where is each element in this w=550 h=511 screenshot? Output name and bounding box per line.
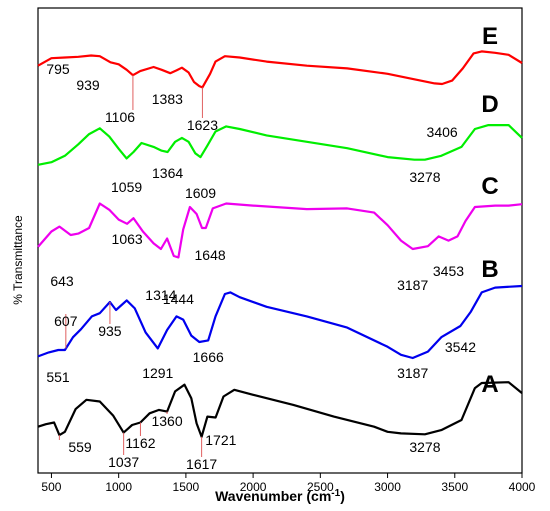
peak-label: 1617 <box>186 456 217 472</box>
spectrum-C <box>37 202 523 259</box>
trace-labels: E D C B A <box>481 23 498 398</box>
peak-label: 1106 <box>105 109 135 125</box>
x-axis-title-sup: -1 <box>331 488 340 499</box>
peak-label: 607 <box>54 313 78 329</box>
peak-label: 1059 <box>111 179 142 195</box>
spectra <box>37 50 523 438</box>
trace-label-D: D <box>481 91 498 118</box>
peak-label: 559 <box>68 439 92 455</box>
peak-label: 3278 <box>409 439 440 455</box>
peak-label: 1314 <box>145 287 176 303</box>
peak-label: 795 <box>46 61 70 77</box>
peak-label: 1360 <box>151 413 182 429</box>
x-tick-label: 500 <box>41 480 61 494</box>
x-tick-label: 3000 <box>374 480 401 494</box>
spectrum-E <box>37 50 523 89</box>
trace-label-C: C <box>481 173 498 200</box>
trace-label-E: E <box>482 23 498 50</box>
peak-label: 939 <box>76 77 100 93</box>
x-tick-label: 2500 <box>307 480 334 494</box>
peak-label: 551 <box>46 369 70 385</box>
peak-label: 3453 <box>433 263 464 279</box>
peak-label: 1648 <box>195 247 226 263</box>
x-tick-label: 4000 <box>509 480 536 494</box>
x-axis-title: Wavenumber (cm-1) <box>215 488 345 504</box>
peak-label: 1162 <box>125 435 155 451</box>
peak-label: 3187 <box>397 277 428 293</box>
peak-label: 1063 <box>112 231 143 247</box>
x-tick-label: 3500 <box>441 480 468 494</box>
spectrum-B <box>37 284 523 360</box>
y-axis-title: % Transmittance <box>11 215 25 305</box>
peak-label: 3542 <box>445 339 476 355</box>
peak-label: 1609 <box>185 185 216 201</box>
peak-label: 1444 <box>163 291 194 307</box>
peak-label: 1383 <box>152 91 183 107</box>
peak-label: 643 <box>50 273 74 289</box>
peak-label: 3187 <box>397 365 428 381</box>
plot-frame <box>37 7 523 474</box>
peak-markers <box>58 75 203 457</box>
x-tick-label: 2000 <box>240 480 267 494</box>
peak-label: 1037 <box>108 454 139 470</box>
x-axis-title-text: Wavenumber (cm <box>215 488 331 504</box>
peak-label: 1623 <box>187 117 218 133</box>
x-tick-label: 1000 <box>105 480 132 494</box>
peak-label: 1721 <box>205 432 236 448</box>
spectrum-D <box>37 124 523 166</box>
trace-label-B: B <box>481 256 498 283</box>
spectrum-A <box>37 381 523 438</box>
peak-label: 3278 <box>409 169 440 185</box>
peak-label: 1291 <box>142 365 173 381</box>
peak-label: 935 <box>98 323 122 339</box>
x-axis: 500 1000 1500 2000 2500 3000 3500 4000 <box>41 473 536 494</box>
peak-label: 3406 <box>427 124 458 140</box>
trace-label-A: A <box>481 371 498 398</box>
x-tick-label: 1500 <box>173 480 200 494</box>
x-axis-title-end: ) <box>340 488 345 504</box>
peak-label: 1364 <box>152 165 183 181</box>
peak-label: 1666 <box>193 349 224 365</box>
